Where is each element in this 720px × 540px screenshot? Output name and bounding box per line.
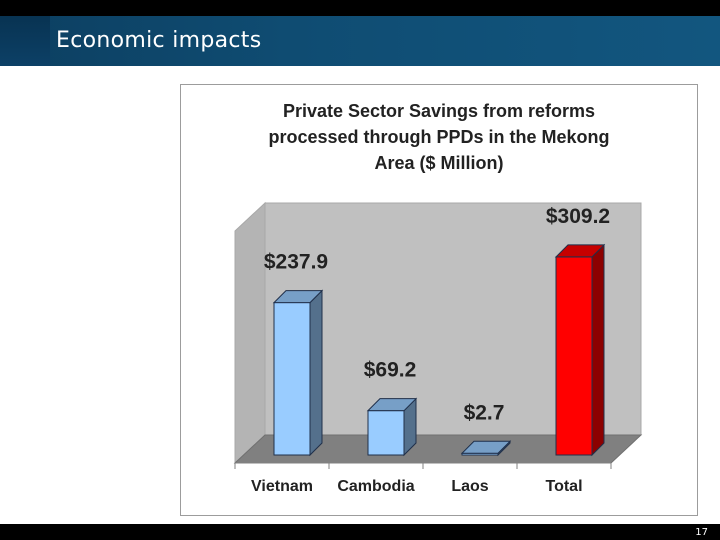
slide-title: Economic impacts — [56, 28, 262, 53]
bar-top — [554, 244, 606, 258]
chart-background — [233, 201, 643, 465]
bar-front — [273, 302, 311, 456]
top-bar — [0, 0, 720, 16]
bar-chart: Private Sector Savings from reforms proce… — [233, 101, 643, 495]
chart-title-line: processed through PPDs in the Mekong — [268, 127, 609, 147]
bar-top — [366, 398, 418, 412]
chart-data-labels: $237.9 $69.2 $2.7 $309.2 — [264, 205, 610, 424]
page-number: 17 — [695, 527, 708, 538]
title-bar: Economic impacts — [0, 16, 720, 66]
bar-top — [272, 290, 324, 304]
data-label-total: $309.2 — [546, 205, 610, 228]
x-tick-label-laos: Laos — [451, 478, 488, 495]
x-tick-label-vietnam: Vietnam — [251, 478, 313, 495]
bar-front — [555, 256, 593, 456]
bottom-bar: 17 — [0, 524, 720, 540]
chart-frame: Private Sector Savings from reforms proce… — [180, 84, 698, 516]
x-tick-label-cambodia: Cambodia — [337, 478, 414, 495]
chart-side-wall — [234, 201, 266, 465]
bar-laos — [460, 440, 512, 457]
chart-title: Private Sector Savings from reforms proce… — [268, 101, 609, 173]
bar-vietnam — [272, 289, 324, 457]
chart-title-line: Area ($ Million) — [374, 153, 503, 173]
chart-title-line: Private Sector Savings from reforms — [283, 101, 595, 121]
bar-side — [591, 243, 605, 457]
data-label-cambodia: $69.2 — [364, 359, 417, 382]
chart-bars — [272, 243, 606, 457]
x-tick-label-total: Total — [545, 478, 582, 495]
data-label-laos: $2.7 — [464, 401, 505, 424]
data-label-vietnam: $237.9 — [264, 251, 328, 274]
chart-x-axis: Vietnam Cambodia Laos Total — [234, 462, 612, 495]
title-accent-block — [0, 16, 50, 66]
bar-top — [460, 440, 512, 454]
bar-side — [309, 289, 323, 457]
bar-front — [367, 410, 405, 456]
bar-total — [554, 243, 606, 457]
bar-cambodia — [366, 397, 418, 457]
